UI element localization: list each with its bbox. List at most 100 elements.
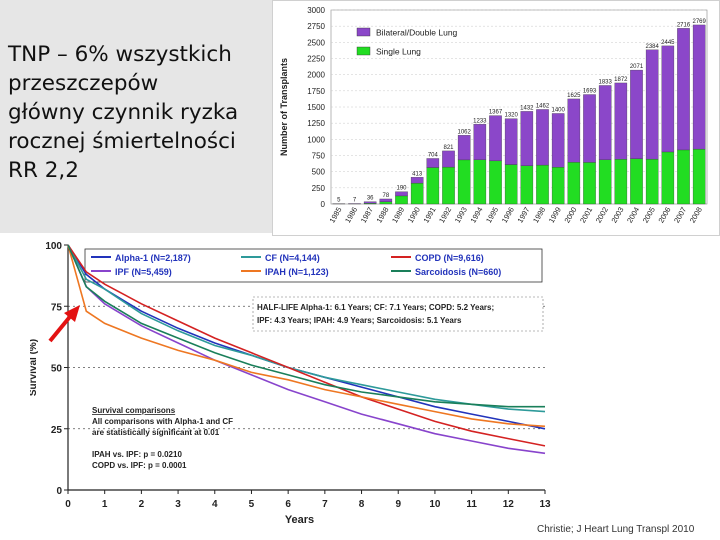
surv-xtick-label-8: 8 — [359, 499, 365, 510]
bar-xtick-label-1990: 1990 — [406, 206, 422, 225]
surv-half-life-line-1: IPF: 4.3 Years; IPAH: 4.9 Years; Sarcoid… — [257, 316, 462, 325]
surv-half-life-line-0: HALF-LIFE Alpha-1: 6.1 Years; CF: 7.1 Ye… — [257, 303, 494, 312]
bar-xtick-label-2005: 2005 — [641, 206, 657, 225]
surv-xtick-label-11: 11 — [466, 499, 477, 510]
bar-single-2001 — [583, 162, 596, 205]
bar-double-1992 — [442, 150, 455, 168]
bar-xtick-label-1995: 1995 — [484, 206, 500, 225]
surv-xtick-label-0: 0 — [65, 499, 71, 510]
surv-curve-3 — [67, 244, 546, 455]
bar-chart-svg: 0 250 500 750 1000 1250 1500 1750 2000 2250 2500 27… — [279, 6, 708, 225]
bar-total-label-1995: 1367 — [489, 110, 503, 116]
bar-xtick-label-2001: 2001 — [578, 206, 594, 225]
surv-xtick-label-7: 7 — [322, 499, 328, 510]
bar-ytick-label-1750: 1750 — [307, 87, 325, 96]
bar-xtick-label-2008: 2008 — [688, 206, 704, 225]
bar-double-1993 — [457, 135, 471, 161]
bar-single-2004 — [630, 158, 643, 205]
surv-yaxis-label: Survival (%) — [30, 339, 39, 396]
bar-legend-swatch-0 — [356, 27, 371, 37]
title-line-4: rocznej śmiertelności — [8, 129, 236, 154]
bar-single-2008 — [692, 148, 706, 205]
red-arrow-shaft — [48, 311, 75, 343]
bar-xtick-label-1989: 1989 — [390, 206, 406, 225]
bar-single-1990 — [410, 182, 424, 205]
surv-xtick-label-6: 6 — [285, 499, 291, 510]
bar-total-label-1999: 1400 — [551, 107, 565, 113]
bar-legend-label-0: Bilateral/Double Lung — [376, 28, 458, 38]
bar-ytick-label-500: 500 — [312, 168, 326, 177]
surv-comparisons-line-1: are statistically significant at 0.01 — [92, 428, 220, 437]
bar-ytick-label-2250: 2250 — [307, 55, 325, 64]
survival-line-chart: 0 25 50 75 100 0 1 2 3 4 5 6 7 8 9 10 11 12 13 Years Surviva… — [28, 233, 570, 533]
bar-legend-swatch-1 — [356, 46, 371, 56]
bar-total-label-2003: 1872 — [614, 77, 628, 83]
bar-double-1999 — [551, 113, 565, 168]
bar-total-label-1987: 36 — [367, 196, 374, 202]
bar-total-label-1998: 1462 — [536, 103, 550, 109]
surv-curve-4 — [67, 244, 546, 428]
bar-total-label-1986: 7 — [353, 198, 357, 204]
surv-xtick-label-3: 3 — [175, 499, 181, 510]
transplants-bar-chart: 0 250 500 750 1000 1250 1500 1750 2000 2250 2500 27… — [272, 0, 720, 236]
bar-single-2005 — [645, 158, 659, 205]
bar-single-2003 — [614, 159, 628, 205]
surv-xtick-label-13: 13 — [539, 499, 551, 510]
bar-ytick-label-3000: 3000 — [307, 6, 325, 15]
bar-total-label-1996: 1320 — [504, 113, 518, 119]
bar-total-label-1993: 1062 — [457, 129, 471, 135]
title-line-2: przeszczepów — [8, 71, 159, 96]
bar-single-1995 — [489, 160, 502, 205]
bar-double-1998 — [536, 109, 549, 166]
bar-xtick-label-2003: 2003 — [609, 206, 625, 225]
bar-ytick-label-2750: 2750 — [307, 22, 325, 31]
title-line-5: RR 2,2 — [8, 158, 79, 183]
bar-total-label-1985: 5 — [337, 198, 341, 204]
surv-ytick-label-75: 75 — [51, 302, 63, 313]
red-arrow-icon — [48, 305, 80, 343]
bar-xtick-label-1988: 1988 — [374, 206, 390, 225]
bar-total-label-2001: 1693 — [583, 89, 597, 95]
bar-double-1988 — [379, 198, 393, 202]
bar-total-label-2000: 1625 — [567, 93, 581, 99]
bar-total-label-2002: 1833 — [598, 79, 612, 85]
bar-total-label-2006: 2445 — [661, 40, 675, 46]
bar-xtick-label-1997: 1997 — [515, 206, 531, 225]
bar-total-label-1992: 821 — [443, 145, 454, 151]
surv-comparisons-title: Survival comparisons — [92, 406, 176, 415]
bar-total-label-1990: 413 — [412, 171, 423, 177]
bar-single-2006 — [661, 151, 675, 205]
bar-single-1992 — [442, 166, 455, 205]
surv-legend-label-4: IPAH (N=1,123) — [265, 267, 329, 277]
bar-xtick-label-1996: 1996 — [500, 206, 516, 225]
bar-double-2003 — [614, 82, 628, 160]
bar-single-1997 — [520, 165, 534, 205]
surv-curve-2 — [67, 244, 546, 447]
bar-ytick-label-2000: 2000 — [307, 71, 325, 80]
surv-ytick-label-25: 25 — [51, 425, 63, 436]
bar-double-1997 — [520, 111, 534, 166]
bar-xtick-label-1991: 1991 — [421, 206, 437, 225]
surv-ytick-label-50: 50 — [51, 364, 63, 375]
bar-xtick-label-2004: 2004 — [625, 206, 641, 225]
bar-xtick-label-1992: 1992 — [437, 206, 453, 225]
bar-double-1996 — [504, 118, 518, 165]
bar-double-2008 — [692, 24, 706, 150]
surv-xtick-label-4: 4 — [212, 499, 218, 510]
surv-xtick-label-10: 10 — [429, 499, 441, 510]
bar-xtick-label-1993: 1993 — [453, 206, 469, 225]
bar-single-2000 — [567, 162, 581, 205]
bar-xtick-label-2000: 2000 — [562, 206, 578, 225]
bar-single-1996 — [504, 164, 518, 205]
bar-single-1988 — [379, 201, 393, 205]
surv-comparisons-line-3: IPAH vs. IPF: p = 0.0210 — [92, 450, 182, 459]
red-arrow-head — [64, 305, 80, 322]
citation: Christie; J Heart Lung Transpl 2010 — [537, 524, 695, 535]
bar-single-1989 — [395, 195, 408, 205]
bar-ytick-label-2500: 2500 — [307, 38, 325, 47]
bar-double-1991 — [426, 158, 440, 168]
bar-single-1998 — [536, 164, 549, 205]
surv-legend-label-5: Sarcoidosis (N=660) — [415, 267, 501, 277]
surv-comparisons-line-0: All comparisons with Alpha-1 and CF — [92, 417, 233, 426]
